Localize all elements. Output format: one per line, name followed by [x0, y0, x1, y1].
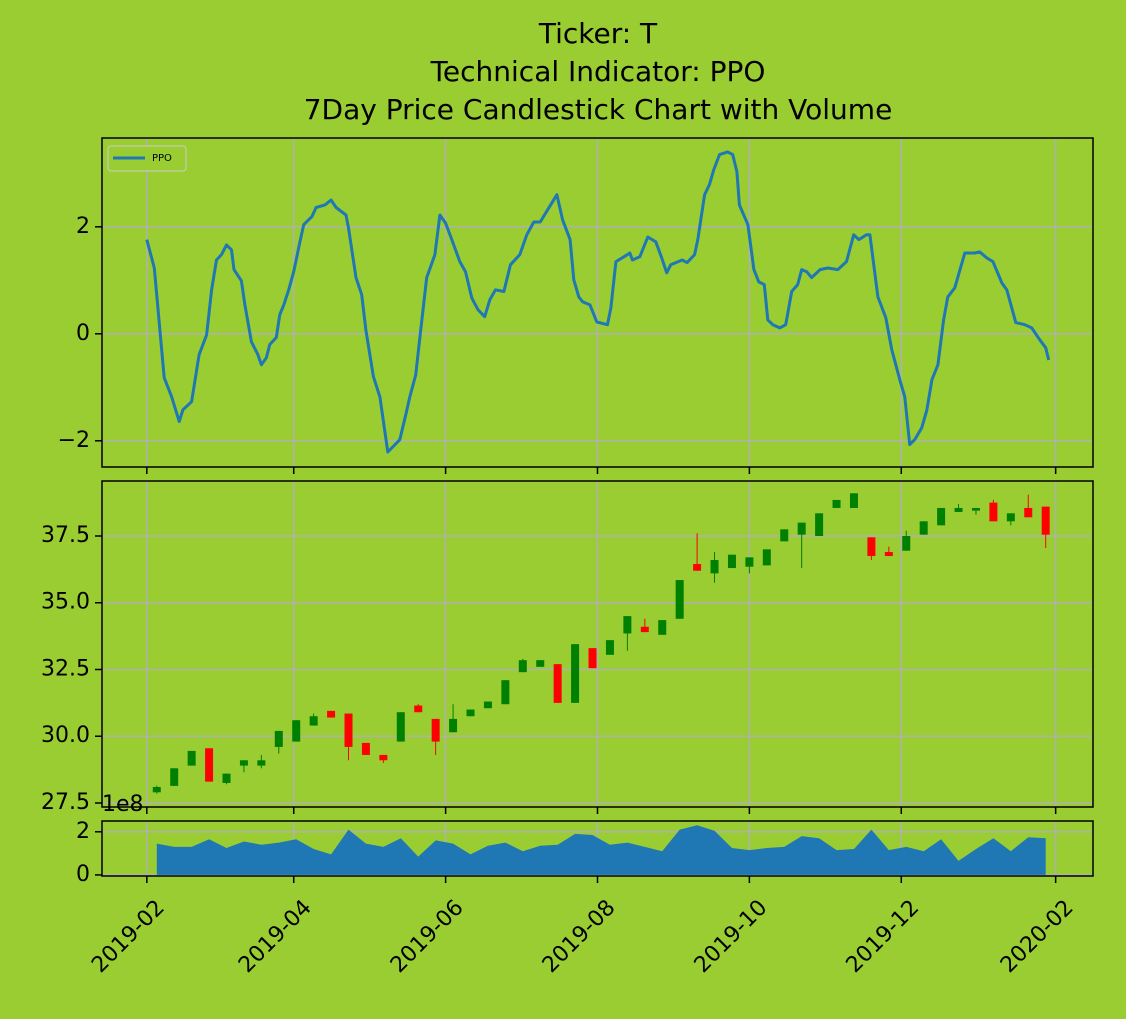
- candle-body: [1024, 507, 1033, 518]
- y-tick-label: 35.0: [41, 590, 90, 615]
- candle-body: [239, 760, 248, 766]
- candle-body: [361, 742, 370, 755]
- candle-body: [971, 507, 980, 511]
- candle-body: [571, 644, 580, 703]
- candle-body: [989, 502, 998, 522]
- candle-body: [675, 580, 684, 619]
- candle-body: [710, 560, 719, 574]
- candle-body: [937, 507, 946, 526]
- candle-body: [832, 499, 841, 508]
- candle-body: [640, 626, 649, 633]
- candle-body: [396, 712, 405, 742]
- candle-body: [797, 522, 806, 535]
- candle-body: [1041, 506, 1050, 535]
- panel-frame: [101, 820, 1094, 877]
- candle-body: [1006, 513, 1015, 522]
- candle-body: [170, 768, 179, 786]
- y-tick-label: 2: [76, 819, 90, 844]
- y-tick-label: 2: [76, 214, 90, 239]
- chart-title: Technical Indicator: PPO: [430, 55, 766, 88]
- candle-body: [257, 760, 266, 766]
- candle-body: [693, 564, 702, 571]
- candle-body: [815, 513, 824, 537]
- chart-title: Ticker: T: [538, 17, 658, 50]
- candle-body: [449, 718, 458, 733]
- candle-body: [727, 554, 736, 569]
- candle-body: [780, 529, 789, 542]
- candle-body: [344, 713, 353, 747]
- candle-body: [222, 773, 231, 783]
- candle-body: [553, 664, 562, 703]
- legend-box: [107, 145, 187, 172]
- candle-body: [379, 754, 388, 761]
- candle-body: [414, 705, 423, 713]
- ppo-line: [145, 150, 1051, 454]
- legend-label: PPO: [152, 153, 172, 164]
- candle-body: [867, 537, 876, 557]
- panel-frame: [101, 480, 1094, 808]
- candle-body: [205, 748, 214, 782]
- candle-body: [292, 720, 301, 742]
- candle-body: [466, 709, 475, 717]
- candle-body: [588, 648, 597, 669]
- candle-body: [623, 616, 632, 634]
- candle-body: [152, 786, 161, 793]
- chart-title: 7Day Price Candlestick Chart with Volume: [304, 93, 893, 126]
- y-tick-label: 27.5: [41, 790, 90, 815]
- candle-body: [187, 750, 196, 766]
- candle-body: [605, 640, 614, 655]
- candle-body: [658, 620, 667, 635]
- candle-body: [762, 549, 771, 566]
- panel-frame: [101, 137, 1094, 468]
- y-tick-label: 37.5: [41, 523, 90, 548]
- y-tick-label: 32.5: [41, 656, 90, 681]
- candle-body: [884, 552, 893, 557]
- y-tick-label: 0: [76, 862, 90, 887]
- candle-body: [501, 680, 510, 705]
- volume-area: [156, 825, 1046, 875]
- candle-body: [536, 660, 545, 667]
- candle-body: [274, 730, 283, 747]
- y-tick-label: −2: [58, 428, 90, 453]
- candle-body: [745, 557, 754, 567]
- candle-body: [954, 507, 963, 512]
- candle-body: [483, 701, 492, 709]
- candle-body: [327, 710, 336, 718]
- candle-body: [518, 660, 527, 673]
- candle-body: [919, 521, 928, 535]
- candle-body: [849, 493, 858, 508]
- candle-body: [902, 536, 911, 551]
- candle-body: [431, 718, 440, 742]
- candle-body: [309, 716, 318, 726]
- y-tick-label: 0: [76, 321, 90, 346]
- y-tick-label: 30.0: [41, 723, 90, 748]
- axis-offset: 1e8: [102, 792, 144, 817]
